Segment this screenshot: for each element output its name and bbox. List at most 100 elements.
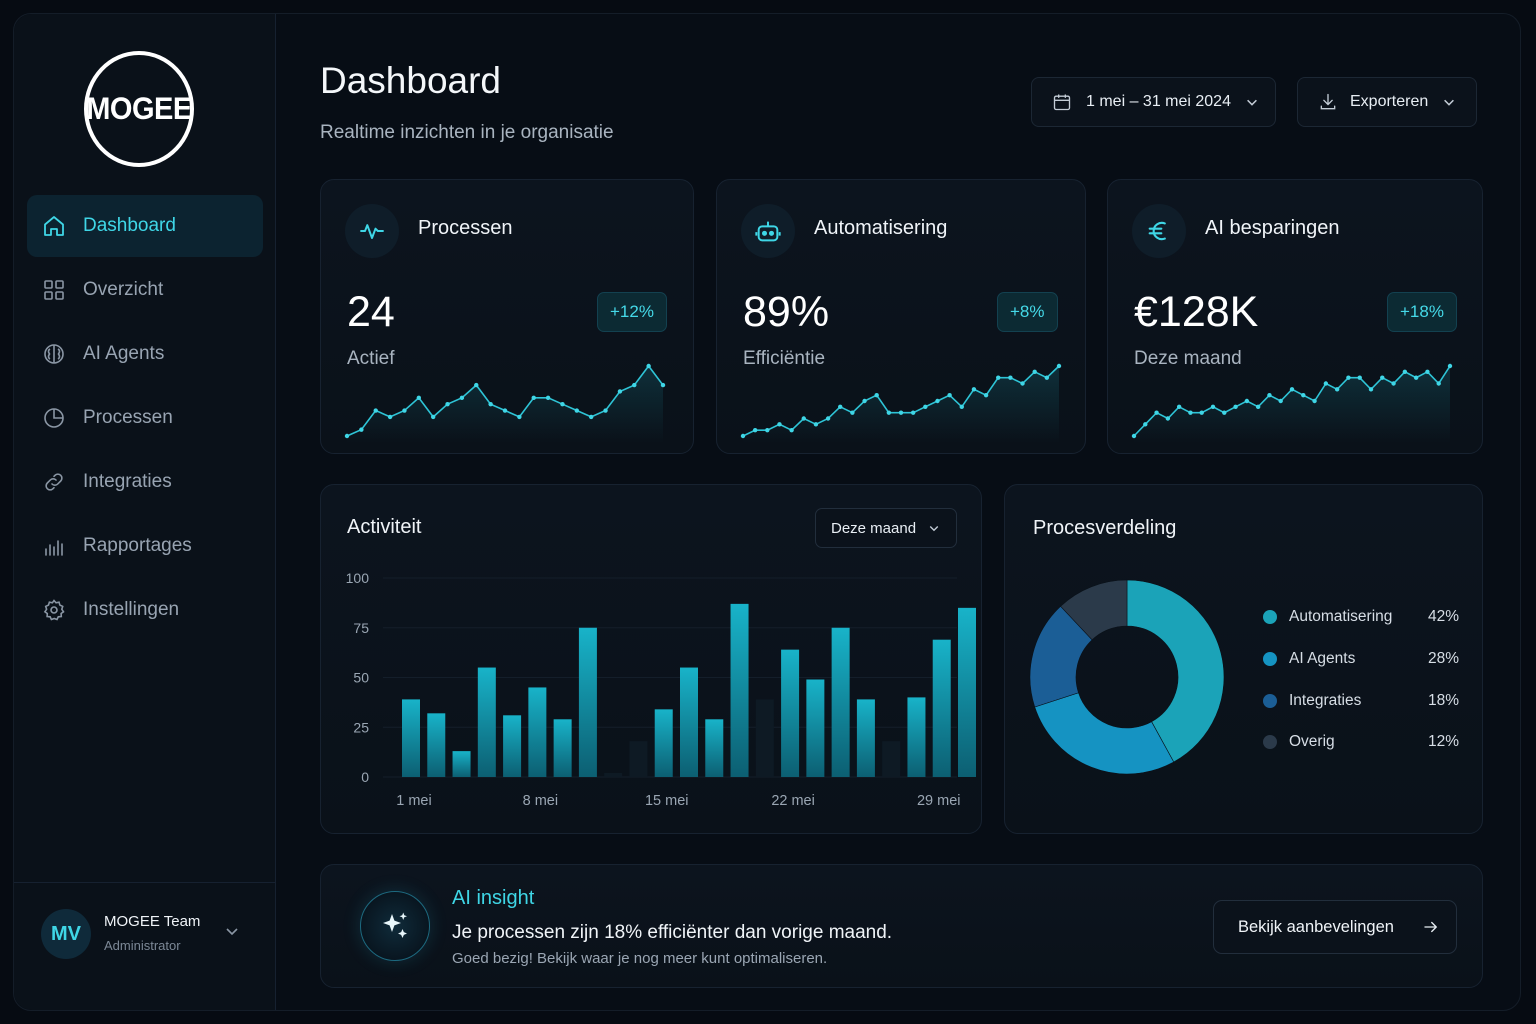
distribution-card: Procesverdeling Automatisering 42% AI Ag…: [1004, 484, 1483, 834]
sparkline-point: [1289, 387, 1295, 392]
kpi-card-ai-besparingen[interactable]: AI besparingen €128K Deze maand +18%: [1107, 179, 1483, 454]
x-tick-label: 15 mei: [645, 793, 689, 809]
sparkline-point: [740, 433, 746, 439]
date-range-picker[interactable]: 1 mei – 31 mei 2024: [1031, 77, 1276, 127]
x-tick-label: 1 mei: [396, 793, 431, 809]
sparkline-point: [517, 414, 522, 420]
kpi-sparkline: [740, 363, 1062, 443]
user-name: MOGEE Team: [104, 913, 201, 930]
sparkline-point: [1044, 375, 1050, 380]
legend-swatch: [1263, 735, 1277, 749]
bar: [604, 773, 623, 777]
sidebar-item-instellingen[interactable]: Instellingen: [27, 579, 263, 641]
distribution-title: Procesverdeling: [1033, 517, 1177, 539]
bar: [528, 687, 547, 777]
activity-card: Activiteit Deze maand 100 75 50 25 0 1 mei 8 m…: [320, 484, 982, 834]
bar: [806, 679, 825, 777]
sidebar-item-label: AI Agents: [83, 343, 165, 364]
sparkline-point: [1199, 410, 1204, 415]
sparkline-point: [445, 401, 450, 407]
chevron-down-icon: [226, 928, 238, 936]
bar: [402, 699, 420, 777]
user-menu[interactable]: MV MOGEE Team Administrator: [14, 882, 276, 1010]
sparkline-point: [1368, 387, 1374, 392]
sidebar-item-rapportages[interactable]: Rapportages: [27, 515, 263, 577]
logo-text: MOGEE: [86, 90, 192, 127]
kpi-card-processen[interactable]: Processen 24 Actief +12%: [320, 179, 694, 454]
sparkline-point: [971, 387, 977, 392]
sparkline-point: [603, 408, 608, 413]
sparkline-point: [898, 410, 904, 415]
kpi-value: 24: [347, 288, 395, 336]
sparkline-point: [1154, 410, 1159, 415]
chevron-down-icon: [1247, 99, 1257, 106]
kpi-title: Automatisering: [814, 217, 948, 239]
activity-icon: [345, 204, 399, 258]
sparkline-point: [545, 395, 551, 401]
sidebar-item-integraties[interactable]: Integraties: [27, 451, 263, 513]
bar: [477, 667, 496, 777]
view-recommendations-button[interactable]: Bekijk aanbevelingen: [1213, 900, 1457, 954]
sparkline-point: [1188, 410, 1193, 415]
sparkline-point: [1346, 375, 1351, 380]
sparkles-icon: [360, 891, 430, 961]
y-tick-label: 25: [353, 719, 369, 735]
brand-logo[interactable]: MOGEE: [84, 51, 194, 167]
home-icon: [41, 213, 67, 239]
sparkline-point: [801, 416, 806, 421]
sparkline-point: [1176, 404, 1182, 410]
bar: [907, 697, 926, 777]
kpi-label: Actief: [347, 348, 395, 369]
x-tick-label: 29 mei: [917, 793, 961, 809]
sidebar-item-label: Overzicht: [83, 279, 164, 300]
sparkline-point: [825, 416, 831, 421]
sparkline-point: [874, 392, 879, 398]
legend-item: Integraties 18%: [1263, 689, 1459, 713]
sidebar-item-dashboard[interactable]: Dashboard: [27, 195, 263, 257]
kpi-label: Deze maand: [1134, 348, 1242, 369]
export-button[interactable]: Exporteren: [1297, 77, 1477, 127]
sparkline-point: [1402, 369, 1408, 375]
kpi-delta-badge: +18%: [1387, 292, 1457, 332]
sparkline-point: [1447, 363, 1453, 369]
sparkline-point: [838, 404, 843, 410]
sparkline-point: [789, 427, 794, 433]
y-tick-label: 50: [353, 670, 369, 686]
bar: [856, 699, 875, 777]
robot-icon: [741, 204, 795, 258]
sidebar-item-ai-agents[interactable]: AI Agents: [27, 323, 263, 385]
sparkline-point: [1244, 398, 1250, 404]
euro-icon: [1132, 204, 1186, 258]
sparkline-point: [996, 375, 1001, 380]
sparkline-point: [531, 395, 536, 401]
sidebar-item-label: Instellingen: [83, 599, 180, 620]
period-dropdown[interactable]: Deze maand: [815, 508, 957, 548]
bar: [503, 715, 522, 777]
donut-slice: [1060, 579, 1128, 641]
sparkline-point: [910, 410, 916, 415]
sparkline-point: [813, 422, 819, 427]
legend-label: Integraties: [1289, 692, 1362, 709]
sparkline-point: [1255, 404, 1261, 410]
donut-slice: [1034, 692, 1175, 775]
sparkline-point: [617, 389, 623, 394]
legend-value: 28%: [1427, 650, 1459, 667]
button-label: Bekijk aanbevelingen: [1238, 917, 1394, 936]
bar: [578, 627, 597, 777]
sidebar-item-processen[interactable]: Processen: [27, 387, 263, 449]
bar: [452, 751, 471, 777]
sidebar-item-overzicht[interactable]: Overzicht: [27, 259, 263, 321]
sparkline-point: [1222, 410, 1227, 415]
sparkline-point: [1436, 381, 1441, 386]
sparkline-point: [1020, 381, 1025, 386]
ai-insight-banner: AI insight Je processen zijn 18% efficië…: [320, 864, 1483, 988]
bar: [629, 741, 648, 777]
sparkline-point: [502, 408, 508, 413]
sparkline-point: [1391, 381, 1396, 386]
sidebar-item-label: Rapportages: [83, 535, 192, 556]
sparkline-point: [1143, 422, 1148, 427]
sidebar: MOGEE Dashboard Overzicht AI Agents: [14, 14, 276, 1010]
sparkline-point: [935, 398, 940, 404]
sidebar-nav: Dashboard Overzicht AI Agents Processen: [27, 195, 263, 643]
kpi-card-automatisering[interactable]: Automatisering 89% Efficiëntie +8%: [716, 179, 1086, 454]
